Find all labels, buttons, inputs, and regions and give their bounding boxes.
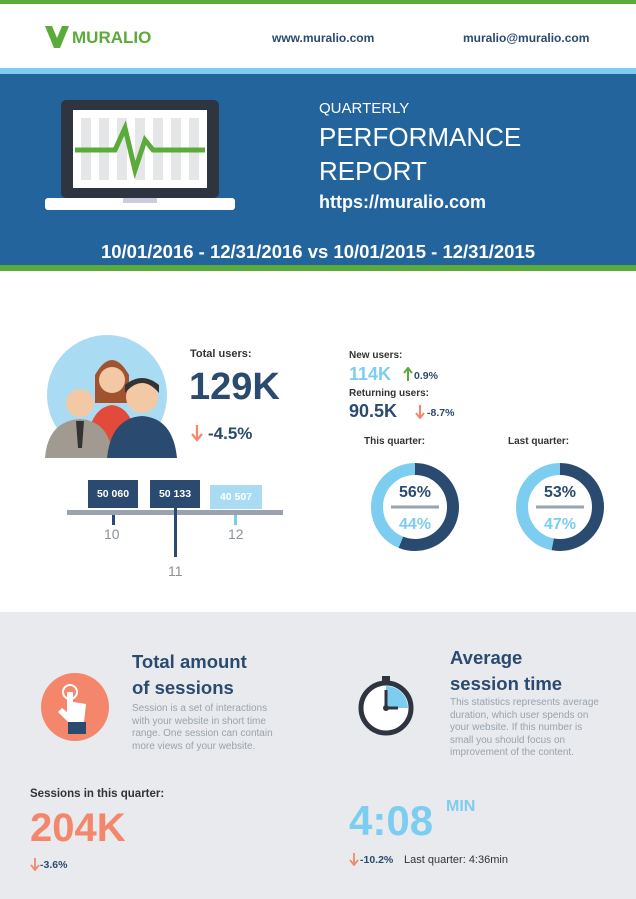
arrow-down — [349, 853, 359, 866]
email[interactable]: muralio@muralio.com — [463, 31, 590, 45]
sessions-label: Sessions in this quarter: — [30, 788, 165, 800]
section-title: of sessions — [132, 677, 234, 698]
touch-icon — [41, 673, 109, 741]
donut-label: 47% — [544, 516, 576, 533]
section-title: Total amount — [132, 651, 247, 672]
date-range: 10/01/2016 - 12/31/2016 vs 10/01/2015 - … — [100, 241, 536, 262]
donut-arc — [371, 463, 459, 551]
banner-url[interactable]: https://muralio.com — [319, 192, 487, 212]
website[interactable]: www.muralio.com — [272, 31, 375, 45]
stats-panel — [0, 612, 636, 899]
last-quarter-time: Last quarter: 4:36min — [404, 854, 508, 866]
session-time-unit: MIN — [446, 798, 476, 815]
new-users-change: 0.9% — [414, 370, 438, 382]
returning-users-change: -8.7% — [427, 407, 455, 419]
donut-arc — [516, 463, 604, 551]
donut-label: 44% — [399, 516, 431, 533]
new-users-label: New users: — [349, 350, 403, 361]
timeline-tick — [174, 505, 177, 557]
session-time: 4:08 — [349, 797, 434, 844]
banner-bottom-stripe — [0, 265, 636, 271]
arrow-down — [191, 425, 203, 442]
session-time-change: -10.2% — [360, 854, 394, 866]
sessions-count: 204K — [30, 806, 126, 850]
section-description: Session is a set of interactions with yo… — [132, 703, 273, 752]
arrow-down — [415, 405, 425, 419]
month-label: 12 — [228, 526, 244, 542]
sessions-change: -3.6% — [40, 859, 68, 871]
month-value: 40 507 — [210, 485, 262, 509]
brand: MURALIO — [72, 28, 152, 47]
arrow-up — [403, 367, 413, 381]
section-title: session time — [450, 673, 563, 694]
donut-charts: 56% 44% 53% 47% — [371, 463, 604, 551]
banner-kicker: QUARTERLY — [319, 100, 410, 117]
total-users-label: Total users: — [190, 348, 252, 360]
section-title: Average — [450, 647, 523, 668]
total-users-change: -4.5% — [208, 424, 253, 443]
returning-users: 90.5K — [349, 401, 398, 421]
month-label: 11 — [168, 563, 183, 579]
month-value: 50 060 — [88, 480, 138, 508]
users-illustration — [45, 335, 177, 458]
section-description: This statistics represents average durat… — [450, 697, 599, 758]
timeline-tick — [234, 515, 237, 525]
returning-users-label: Returning users: — [349, 388, 430, 399]
donut-label: 56% — [399, 484, 431, 501]
timeline-tick — [112, 515, 115, 525]
top-stripe — [0, 0, 636, 4]
logo-mark — [45, 26, 69, 48]
clock-icon — [358, 676, 414, 736]
arrow-down — [30, 858, 40, 871]
donut-label: 53% — [544, 484, 576, 501]
banner-title-line: REPORT — [319, 156, 427, 186]
month-label: 10 — [104, 526, 120, 542]
total-users: 129K — [189, 366, 280, 408]
new-users: 114K — [349, 364, 392, 384]
donut-title: Last quarter: — [508, 436, 570, 447]
banner-title-line: PERFORMANCE — [319, 122, 522, 152]
banner-top-stripe — [0, 68, 636, 74]
donut-title: This quarter: — [364, 436, 426, 447]
laptop-illustration — [45, 100, 235, 210]
month-value: 50 133 — [150, 480, 200, 508]
